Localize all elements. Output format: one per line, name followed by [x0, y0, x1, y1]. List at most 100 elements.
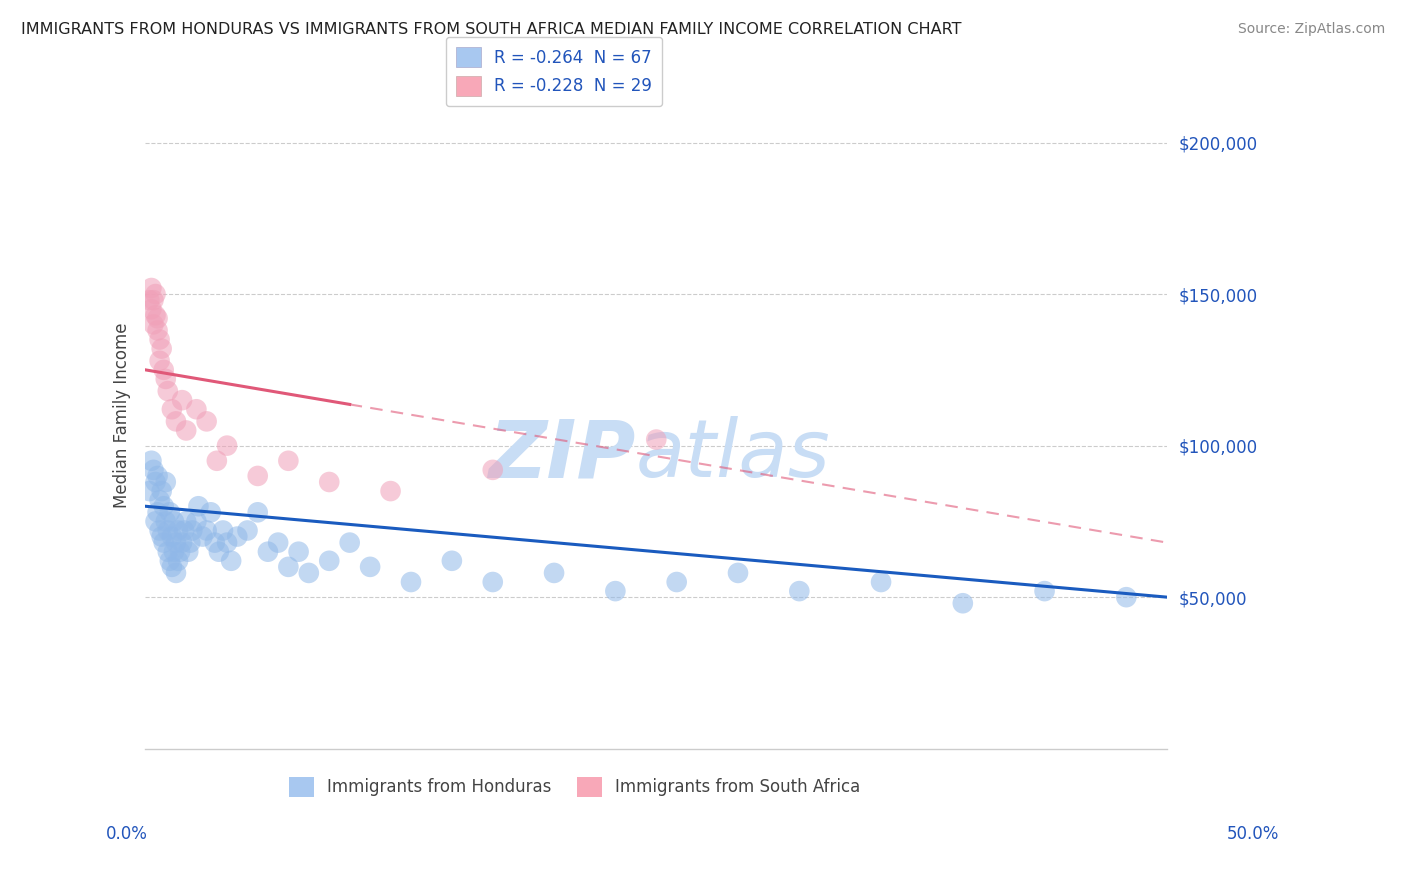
Point [165, 535, 187, 549]
Point [152, 363, 174, 377]
Point [145, 308, 167, 322]
Point [152, 500, 174, 514]
Point [141, 454, 163, 468]
Point [246, 469, 269, 483]
Point [165, 566, 187, 580]
Text: ZIP: ZIP [488, 417, 636, 494]
Point [219, 554, 242, 568]
Point [215, 439, 238, 453]
Point [155, 515, 177, 529]
Point [257, 545, 280, 559]
Point [481, 574, 503, 589]
Point [173, 524, 195, 538]
Point [146, 505, 169, 519]
Point [177, 545, 200, 559]
Point [186, 402, 208, 417]
Point [146, 323, 169, 337]
Point [142, 318, 165, 332]
Point [172, 393, 194, 408]
Point [187, 500, 209, 514]
Point [665, 574, 688, 589]
Point [167, 524, 190, 538]
Point [141, 302, 163, 317]
Point [205, 454, 228, 468]
Point [142, 293, 165, 307]
Point [195, 414, 218, 428]
Point [155, 372, 177, 386]
Point [543, 566, 565, 580]
Text: IMMIGRANTS FROM HONDURAS VS IMMIGRANTS FROM SOUTH AFRICA MEDIAN FAMILY INCOME CO: IMMIGRANTS FROM HONDURAS VS IMMIGRANTS F… [21, 22, 962, 37]
Point [1033, 584, 1056, 599]
Point [174, 424, 197, 438]
Point [267, 535, 290, 549]
Text: atlas: atlas [636, 417, 831, 494]
Point [150, 342, 173, 356]
Point [277, 454, 299, 468]
Point [318, 475, 340, 489]
Point [215, 535, 238, 549]
Point [167, 554, 190, 568]
Point [208, 545, 231, 559]
Text: 0.0%: 0.0% [105, 825, 148, 843]
Point [138, 293, 160, 307]
Point [150, 530, 173, 544]
Point [195, 524, 218, 538]
Point [399, 574, 422, 589]
Point [727, 566, 749, 580]
Point [186, 515, 208, 529]
Point [149, 524, 172, 538]
Point [212, 524, 235, 538]
Point [236, 524, 259, 538]
Point [145, 287, 167, 301]
Point [789, 584, 811, 599]
Point [359, 559, 381, 574]
Point [163, 515, 186, 529]
Point [156, 545, 179, 559]
Point [165, 414, 187, 428]
Point [440, 554, 463, 568]
Point [163, 545, 186, 559]
Point [287, 545, 309, 559]
Point [339, 535, 361, 549]
Point [870, 574, 893, 589]
Point [200, 505, 222, 519]
Point [481, 463, 503, 477]
Point [952, 596, 974, 610]
Point [156, 384, 179, 398]
Point [146, 469, 169, 483]
Point [380, 484, 402, 499]
Point [149, 493, 172, 508]
Point [142, 463, 165, 477]
Point [172, 535, 194, 549]
Point [226, 530, 249, 544]
Point [156, 524, 179, 538]
Point [141, 281, 163, 295]
Legend: Immigrants from Honduras, Immigrants from South Africa: Immigrants from Honduras, Immigrants fro… [283, 770, 868, 804]
Point [169, 545, 191, 559]
Point [160, 402, 183, 417]
Point [174, 515, 197, 529]
Point [149, 333, 172, 347]
Point [181, 524, 204, 538]
Point [146, 311, 169, 326]
Y-axis label: Median Family Income: Median Family Income [114, 323, 131, 508]
Point [298, 566, 321, 580]
Point [145, 515, 167, 529]
Point [160, 559, 183, 574]
Point [318, 554, 340, 568]
Point [246, 505, 269, 519]
Point [277, 559, 299, 574]
Point [159, 554, 181, 568]
Point [179, 535, 201, 549]
Point [149, 353, 172, 368]
Text: Source: ZipAtlas.com: Source: ZipAtlas.com [1237, 22, 1385, 37]
Point [159, 505, 181, 519]
Point [150, 484, 173, 499]
Point [145, 475, 167, 489]
Point [605, 584, 627, 599]
Point [645, 433, 668, 447]
Point [138, 484, 160, 499]
Point [152, 535, 174, 549]
Point [204, 535, 226, 549]
Point [1115, 590, 1137, 604]
